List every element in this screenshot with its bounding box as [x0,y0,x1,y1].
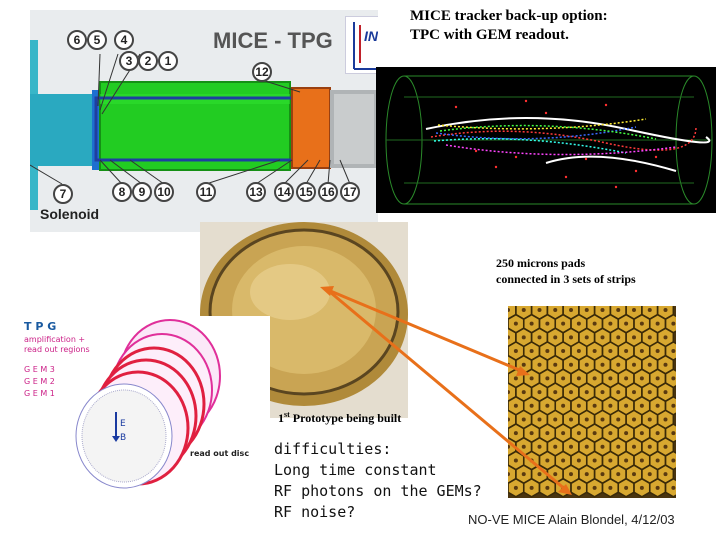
gem-diagram-title: T P G [24,320,56,333]
difficulty-item: RF noise? [274,503,356,521]
tpg-schematic: MICE - TPG INFN 6 5 4 3 2 1 12 7 8 9 10 … [30,10,378,232]
micro-pads-photo [508,306,676,498]
callout-6: 6 [67,30,87,50]
slide-title-line2: TPC with GEM readout. [410,27,569,43]
difficulty-item: Long time constant [274,461,437,479]
readout-disc-label: read out disc [190,449,249,458]
callout-7: 7 [53,184,73,204]
callout-9: 9 [132,182,152,202]
readout-module [291,87,331,169]
svg-text:E: E [120,419,126,429]
callout-11: 11 [196,182,216,202]
tpg-title: MICE - TPG [213,28,333,53]
callout-10: 10 [154,182,174,202]
callout-14: 14 [274,182,294,202]
callout-2: 2 [138,51,158,71]
difficulties-heading: difficulties: [274,440,392,458]
gem-subtitle-1: amplification + [24,335,85,344]
callout-4: 4 [114,30,134,50]
infn-logo: INFN [345,16,378,74]
difficulty-item: RF photons on the GEMs? [274,482,482,500]
slide-title-line1: MICE tracker back-up option: [410,8,608,24]
callout-16: 16 [318,182,338,202]
track-event-display [376,67,716,213]
gem2-label: G E M 2 [24,377,55,386]
callout-8: 8 [112,182,132,202]
gem1-label: G E M 1 [24,389,55,398]
callout-5: 5 [87,30,107,50]
footer-credit: NO-VE MICE Alain Blondel, 4/12/03 [468,512,675,527]
gem-subtitle-2: read out regions [24,345,90,354]
prototype-caption: 1st Prototype being built [278,410,402,425]
gem3-label: G E M 3 [24,365,55,374]
callout-15: 15 [296,182,316,202]
callout-1: 1 [158,51,178,71]
solenoid-label: Solenoid [40,206,100,222]
callout-17: 17 [340,182,360,202]
callout-12: 12 [252,62,272,82]
callout-13: 13 [246,182,266,202]
pads-caption-line1: 250 microns pads [496,256,586,270]
svg-text:B: B [120,433,126,443]
infn-logo-text: INFN [364,28,378,44]
pads-caption-line2: connected in 3 sets of strips [496,272,636,286]
gem-diagram: T P G amplification + read out regions G… [20,316,270,504]
